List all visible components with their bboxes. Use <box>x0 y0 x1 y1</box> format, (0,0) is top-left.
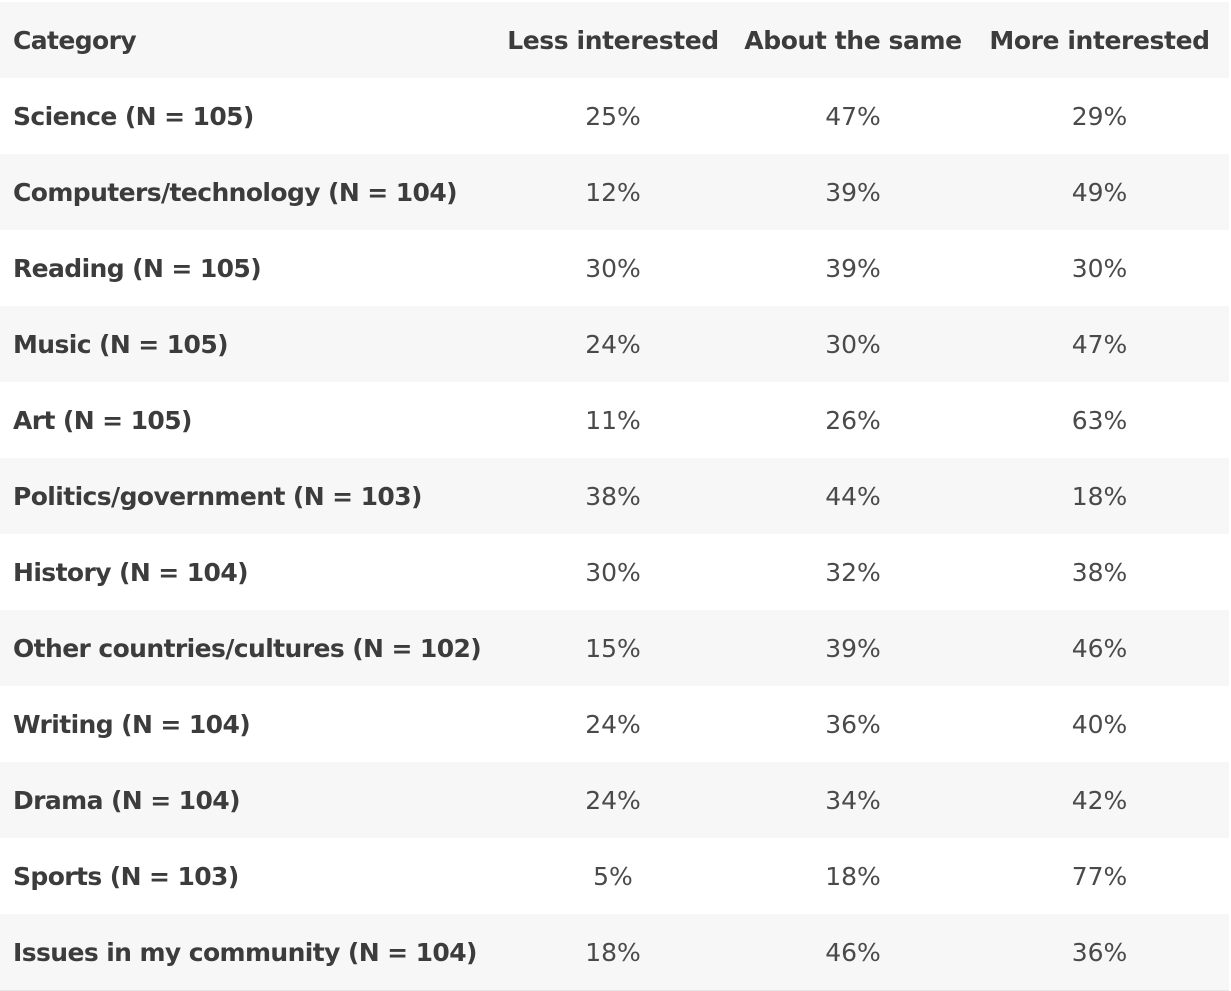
cell-more-interested: 30% <box>1071 253 1128 283</box>
cell-about-the-same: 39% <box>825 633 881 663</box>
header-category: Category <box>13 25 137 55</box>
table-body: Science (N = 105) 25% 47% 29% Computers/tech… <box>0 78 1229 990</box>
cell-more-interested: 18% <box>1071 481 1128 511</box>
table-row: Science (N = 105) 25% 47% 29% <box>0 78 1229 154</box>
table-row: Writing (N = 104) 24% 36% 40% <box>0 686 1229 762</box>
cell-more-interested: 77% <box>1071 861 1128 891</box>
cell-about-the-same: 44% <box>825 481 881 511</box>
cell-more-interested: 42% <box>1071 785 1128 815</box>
table-row: Reading (N = 105) 30% 39% 30% <box>0 230 1229 306</box>
cell-category: Science (N = 105) <box>13 101 254 131</box>
cell-more-interested: 36% <box>1071 937 1128 967</box>
table-row: Other countries/cultures (N = 102) 15% 39%… <box>0 610 1229 686</box>
cell-more-interested: 49% <box>1071 177 1128 207</box>
cell-less-interested: 25% <box>585 101 641 131</box>
table-row: Sports (N = 103) 5% 18% 77% <box>0 838 1229 914</box>
cell-more-interested: 29% <box>1071 101 1128 131</box>
cell-category: Politics/government (N = 103) <box>13 481 422 511</box>
header-about-the-same: About the same <box>744 25 962 55</box>
cell-about-the-same: 18% <box>825 861 881 891</box>
cell-category: Music (N = 105) <box>13 329 229 359</box>
table-row: Drama (N = 104) 24% 34% 42% <box>0 762 1229 838</box>
cell-category: Drama (N = 104) <box>13 785 240 815</box>
cell-about-the-same: 34% <box>825 785 881 815</box>
cell-less-interested: 5% <box>593 861 633 891</box>
cell-about-the-same: 47% <box>825 101 881 131</box>
cell-category: Art (N = 105) <box>13 405 192 435</box>
cell-about-the-same: 32% <box>825 557 881 587</box>
table-row: Computers/technology (N = 104) 12% 39% 49% <box>0 154 1229 230</box>
cell-more-interested: 40% <box>1071 709 1128 739</box>
table-header-row: Category Less interested About the same … <box>0 2 1229 78</box>
cell-less-interested: 18% <box>585 937 641 967</box>
cell-category: Sports (N = 103) <box>13 861 239 891</box>
cell-less-interested: 38% <box>585 481 641 511</box>
cell-less-interested: 24% <box>585 785 641 815</box>
cell-less-interested: 30% <box>585 557 641 587</box>
cell-category: History (N = 104) <box>13 557 249 587</box>
cell-category: Other countries/cultures (N = 102) <box>13 633 482 663</box>
table-row: Art (N = 105) 11% 26% 63% <box>0 382 1229 458</box>
table-row: Issues in my community (N = 104) 18% 46% 36… <box>0 914 1229 990</box>
cell-more-interested: 46% <box>1071 633 1128 663</box>
cell-category: Issues in my community (N = 104) <box>13 937 477 967</box>
cell-about-the-same: 26% <box>825 405 881 435</box>
cell-less-interested: 30% <box>585 253 641 283</box>
cell-less-interested: 15% <box>585 633 641 663</box>
cell-less-interested: 12% <box>585 177 641 207</box>
cell-about-the-same: 36% <box>825 709 881 739</box>
header-more-interested: More interested <box>989 25 1210 55</box>
cell-more-interested: 38% <box>1071 557 1128 587</box>
table-row: Music (N = 105) 24% 30% 47% <box>0 306 1229 382</box>
cell-less-interested: 24% <box>585 329 641 359</box>
cell-about-the-same: 39% <box>825 253 881 283</box>
cell-less-interested: 11% <box>585 405 641 435</box>
table-row: Politics/government (N = 103) 38% 44% 18% <box>0 458 1229 534</box>
cell-more-interested: 63% <box>1071 405 1128 435</box>
cell-more-interested: 47% <box>1071 329 1128 359</box>
table-row: History (N = 104) 30% 32% 38% <box>0 534 1229 610</box>
cell-about-the-same: 46% <box>825 937 881 967</box>
cell-about-the-same: 39% <box>825 177 881 207</box>
cell-category: Computers/technology (N = 104) <box>13 177 458 207</box>
cell-about-the-same: 30% <box>825 329 881 359</box>
header-less-interested: Less interested <box>507 25 719 55</box>
cell-category: Reading (N = 105) <box>13 253 262 283</box>
cell-category: Writing (N = 104) <box>13 709 251 739</box>
cell-less-interested: 24% <box>585 709 641 739</box>
